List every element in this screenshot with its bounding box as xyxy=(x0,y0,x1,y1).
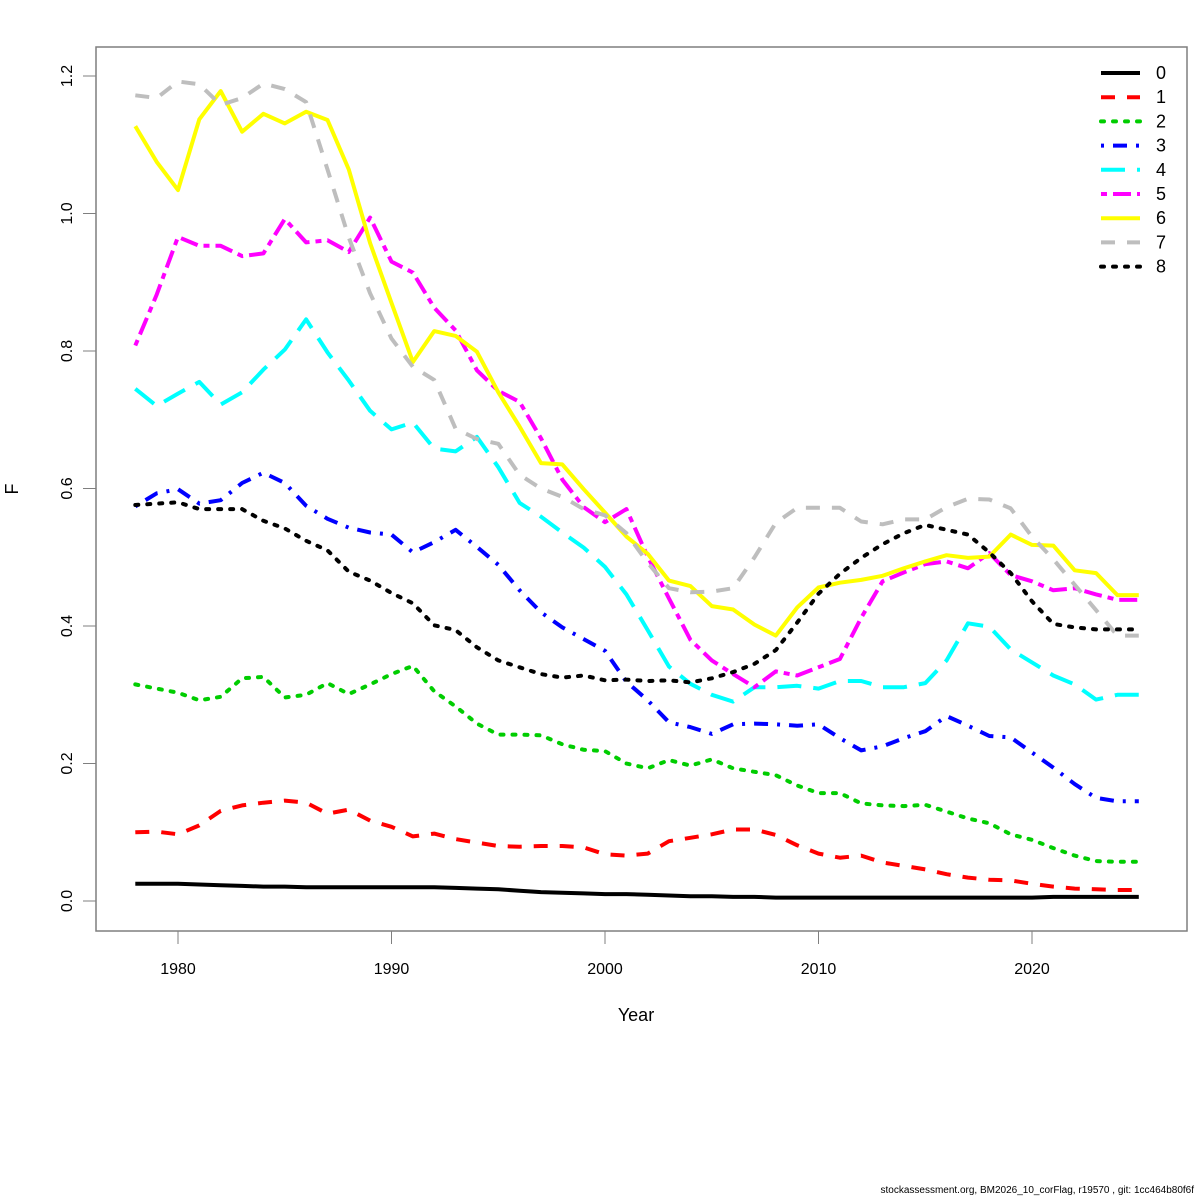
legend-label-age-4: 4 xyxy=(1156,160,1166,180)
y-tick-label: 1.2 xyxy=(59,65,76,87)
series-line-age-1 xyxy=(135,798,1139,892)
series-line-age-4 xyxy=(134,317,1139,704)
series-layer xyxy=(133,79,1141,900)
x-tick-label: 1980 xyxy=(160,961,196,978)
footer-credit: stockassessment.org, BM2026_10_corFlag, … xyxy=(880,1185,1194,1196)
plot-frame xyxy=(95,46,1188,932)
y-axis: 0.0 0.2 0.4 0.6 0.8 1.0 1.2 xyxy=(59,65,97,912)
legend-label-age-6: 6 xyxy=(1156,208,1166,228)
series-line-age-0 xyxy=(135,881,1139,900)
x-tick-label: 2010 xyxy=(801,961,837,978)
series-line-age-8 xyxy=(133,500,1141,685)
y-tick-label: 0.2 xyxy=(59,752,76,774)
series-line-age-5 xyxy=(133,215,1139,690)
y-tick-label: 1.0 xyxy=(59,202,76,224)
legend-label-age-2: 2 xyxy=(1156,111,1166,131)
y-axis-title: F xyxy=(2,484,22,495)
legend-label-age-3: 3 xyxy=(1156,136,1166,156)
y-tick-label: 0.0 xyxy=(59,890,76,912)
legend-label-age-8: 8 xyxy=(1156,257,1166,277)
legend-label-age-5: 5 xyxy=(1156,184,1166,204)
x-tick-label: 2020 xyxy=(1014,961,1050,978)
series-line-age-2 xyxy=(133,663,1141,864)
y-tick-label: 0.8 xyxy=(59,340,76,362)
legend-label-age-0: 0 xyxy=(1156,63,1166,83)
series-line-age-3 xyxy=(134,470,1139,804)
x-axis: 1980 1990 2000 2010 2020 xyxy=(160,930,1050,978)
series-line-age-7 xyxy=(135,79,1139,638)
legend-label-age-1: 1 xyxy=(1156,87,1166,107)
series-line-age-6 xyxy=(133,89,1139,638)
x-tick-label: 2000 xyxy=(587,961,623,978)
y-tick-label: 0.6 xyxy=(59,477,76,499)
x-tick-label: 1990 xyxy=(374,961,410,978)
legend-label-age-7: 7 xyxy=(1156,232,1166,252)
y-tick-label: 0.4 xyxy=(59,615,76,637)
x-axis-title: Year xyxy=(618,1005,654,1025)
legend: 0 1 2 3 4 5 6 7 8 xyxy=(1099,63,1166,277)
